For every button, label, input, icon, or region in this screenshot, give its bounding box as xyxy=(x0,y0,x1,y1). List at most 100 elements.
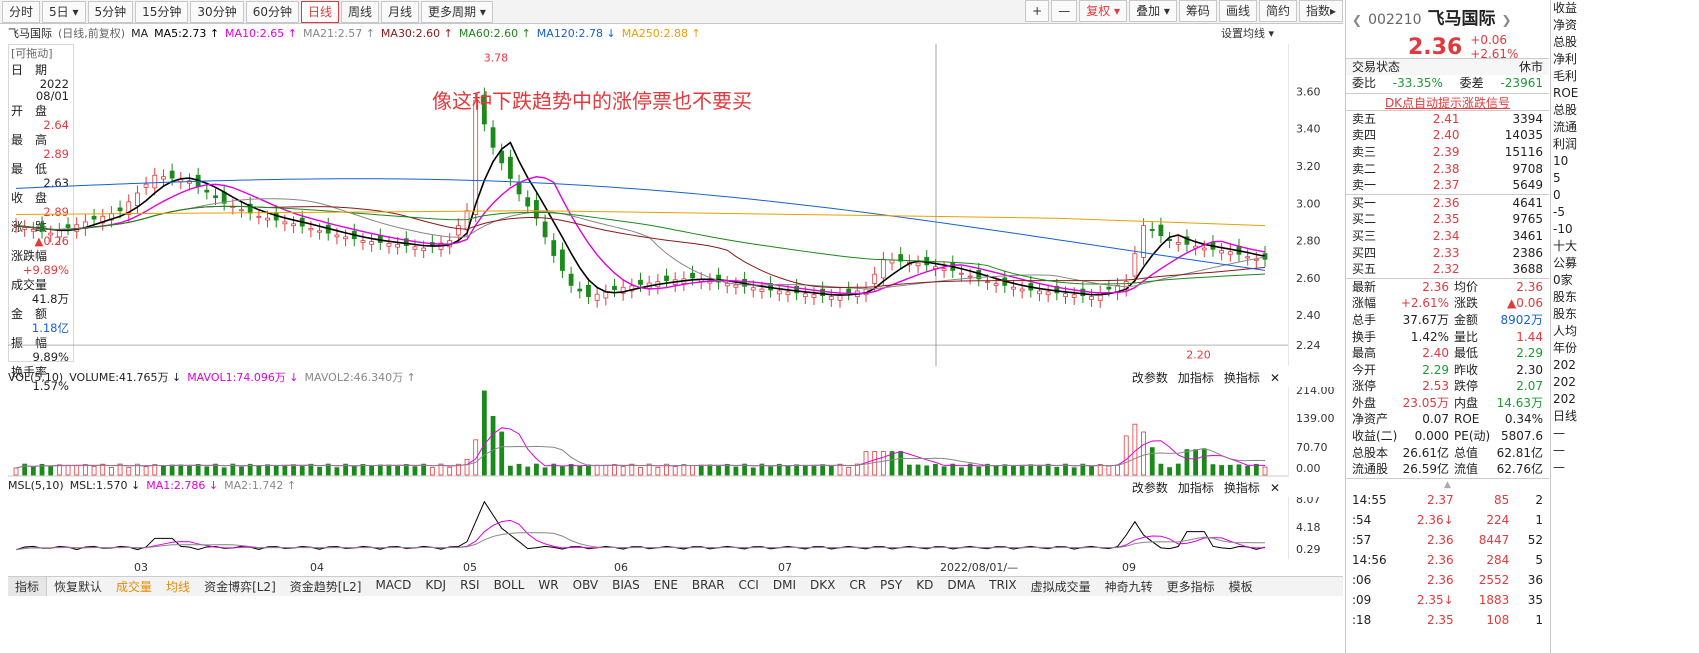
volume-bar xyxy=(1063,463,1068,476)
volume-bar xyxy=(481,390,487,476)
indicator-tab[interactable]: 资金博弈[L2] xyxy=(204,580,276,594)
f10-item: 股东 xyxy=(1553,290,1578,304)
panel-button[interactable]: 加指标 xyxy=(1177,481,1214,495)
back-icon[interactable]: ❮ xyxy=(1352,13,1363,27)
volume-bar xyxy=(507,465,513,476)
indicator-tab[interactable]: CCI xyxy=(738,578,759,592)
panel-button[interactable]: 换指标 xyxy=(1223,481,1260,495)
indicator-tab[interactable]: 虚拟成交量 xyxy=(1030,580,1091,594)
indicator-tab[interactable]: DMI xyxy=(772,578,796,592)
indicator-tab[interactable]: 成交量 xyxy=(116,580,153,594)
volume-chart[interactable] xyxy=(8,387,1288,477)
volume-bar xyxy=(794,464,800,476)
info-value: 1.57% xyxy=(32,379,69,393)
tool-button[interactable]: 筹码 xyxy=(1178,0,1217,22)
drag-tag[interactable]: [可拖动] xyxy=(11,47,53,60)
period-button[interactable]: 5日 ▾ xyxy=(42,0,86,23)
tick-count: 52 xyxy=(1527,532,1543,547)
indicator-tab[interactable]: WR xyxy=(538,578,559,592)
info-panel[interactable]: [可拖动] 日 期 2022 08/01 开 盘 2.64 最 高 2.89 最 低 2.63 收 … xyxy=(8,44,74,392)
indicator-tab[interactable]: TRIX xyxy=(989,578,1017,592)
panel-button[interactable]: 换指标 xyxy=(1223,371,1260,385)
period-button[interactable]: 周线 xyxy=(341,0,380,23)
next-icon[interactable]: ❯ xyxy=(1501,13,1512,27)
ma-settings-button[interactable]: 设置均线 ▾ xyxy=(1220,27,1274,40)
f10-item: 10 xyxy=(1553,154,1569,168)
tick-price: 2.36 xyxy=(1426,532,1454,547)
indicator-tab[interactable]: 模板 xyxy=(1228,580,1253,594)
tool-button[interactable]: 指数▸ xyxy=(1298,0,1343,22)
indicator-tab[interactable]: KD xyxy=(916,578,934,592)
candle-body xyxy=(586,284,591,297)
indicator-tab[interactable]: CR xyxy=(849,578,867,592)
volume-bar xyxy=(221,467,227,476)
info-value: 08/01 xyxy=(35,89,69,103)
tool-button[interactable]: — xyxy=(1051,0,1078,22)
candle-body xyxy=(135,192,140,207)
volume-bar xyxy=(13,467,19,476)
stat-value: 2.30 xyxy=(1516,362,1543,377)
panel-button[interactable]: 改参数 xyxy=(1131,481,1168,495)
scroll-indicator[interactable]: ▲ xyxy=(1346,477,1549,490)
panel-button[interactable]: ✕ xyxy=(1269,481,1280,495)
indicator-tab[interactable]: OBV xyxy=(572,578,599,592)
panel-button[interactable]: 改参数 xyxy=(1131,371,1168,385)
tick-count: 36 xyxy=(1527,572,1543,587)
candle-body xyxy=(1019,288,1025,292)
volume-tick: 0.00 xyxy=(1296,462,1321,475)
signal-link[interactable]: DK点自动提示涨跌信号 xyxy=(1346,92,1549,111)
period-button[interactable]: 60分钟 xyxy=(245,0,299,23)
candle-body xyxy=(1245,256,1251,259)
tick-time: 14:55 xyxy=(1352,492,1387,507)
indicator-tab[interactable]: ENE xyxy=(653,578,678,592)
volume-bar xyxy=(39,463,45,476)
msl-chart[interactable] xyxy=(8,497,1288,559)
indicator-tab[interactable]: DMA xyxy=(947,578,976,592)
candle-body xyxy=(334,234,340,238)
indicator-tab[interactable]: KDJ xyxy=(425,578,447,592)
indicator-tab[interactable]: MACD xyxy=(375,578,412,592)
volume-bar xyxy=(1149,447,1155,476)
volume-bar xyxy=(516,463,522,476)
period-button[interactable]: 日线 xyxy=(300,0,339,23)
indicator-tab[interactable]: DKX xyxy=(809,578,836,592)
tool-button[interactable]: 画线 xyxy=(1218,0,1257,22)
volume-bar xyxy=(1071,467,1077,476)
indicator-tab[interactable]: 指标 xyxy=(8,577,48,596)
indicator-tab[interactable]: 恢复默认 xyxy=(54,580,103,594)
tool-button[interactable]: 复权 ▾ xyxy=(1079,0,1128,22)
stock-name: 飞马国际 xyxy=(8,27,52,40)
f10-item: 5 xyxy=(1553,171,1561,185)
info-label: 日 期 xyxy=(11,63,48,77)
indicator-tab[interactable]: 均线 xyxy=(166,580,191,594)
indicator-tab[interactable]: BIAS xyxy=(612,578,640,592)
indicator-tab[interactable]: RSI xyxy=(460,578,480,592)
period-button[interactable]: 分时 xyxy=(2,0,41,23)
change-box: +0.06 +2.61% xyxy=(1470,33,1518,61)
tool-button[interactable]: + xyxy=(1025,0,1050,22)
volume-bar xyxy=(161,465,166,476)
volume-bar xyxy=(568,463,574,476)
tool-button[interactable]: 简约 xyxy=(1258,0,1297,22)
period-button[interactable]: 更多周期 ▾ xyxy=(421,0,493,23)
indicator-tab[interactable]: 更多指标 xyxy=(1166,580,1215,594)
period-button[interactable]: 15分钟 xyxy=(135,0,189,23)
tool-button[interactable]: 叠加 ▾ xyxy=(1129,0,1177,22)
panel-button[interactable]: 加指标 xyxy=(1177,371,1214,385)
f10-item: — xyxy=(1553,426,1565,440)
indicator-tab[interactable]: BOLL xyxy=(493,578,525,592)
tick-row: :54 2.36↓ 224 1 xyxy=(1346,510,1549,530)
period-button[interactable]: 5分钟 xyxy=(87,0,134,23)
panel-buttons: 改参数 加指标 换指标 ✕ xyxy=(1122,479,1280,496)
indicator-tab[interactable]: 资金趋势[L2] xyxy=(289,580,362,594)
kline-chart[interactable]: 3.78 2.20 像这种下跌趋势中的涨停票也不要买 xyxy=(8,44,1288,366)
indicator-tab[interactable]: PSY xyxy=(880,578,903,592)
tick-volume: 8447 xyxy=(1478,532,1510,547)
indicator-tab[interactable]: 神奇九转 xyxy=(1104,580,1153,594)
period-button[interactable]: 30分钟 xyxy=(190,0,244,23)
indicator-tab[interactable]: BRAR xyxy=(691,578,725,592)
panel-button[interactable]: ✕ xyxy=(1269,371,1280,385)
period-button[interactable]: 月线 xyxy=(381,0,420,23)
candle-body xyxy=(56,229,62,238)
candle-body xyxy=(594,293,600,301)
